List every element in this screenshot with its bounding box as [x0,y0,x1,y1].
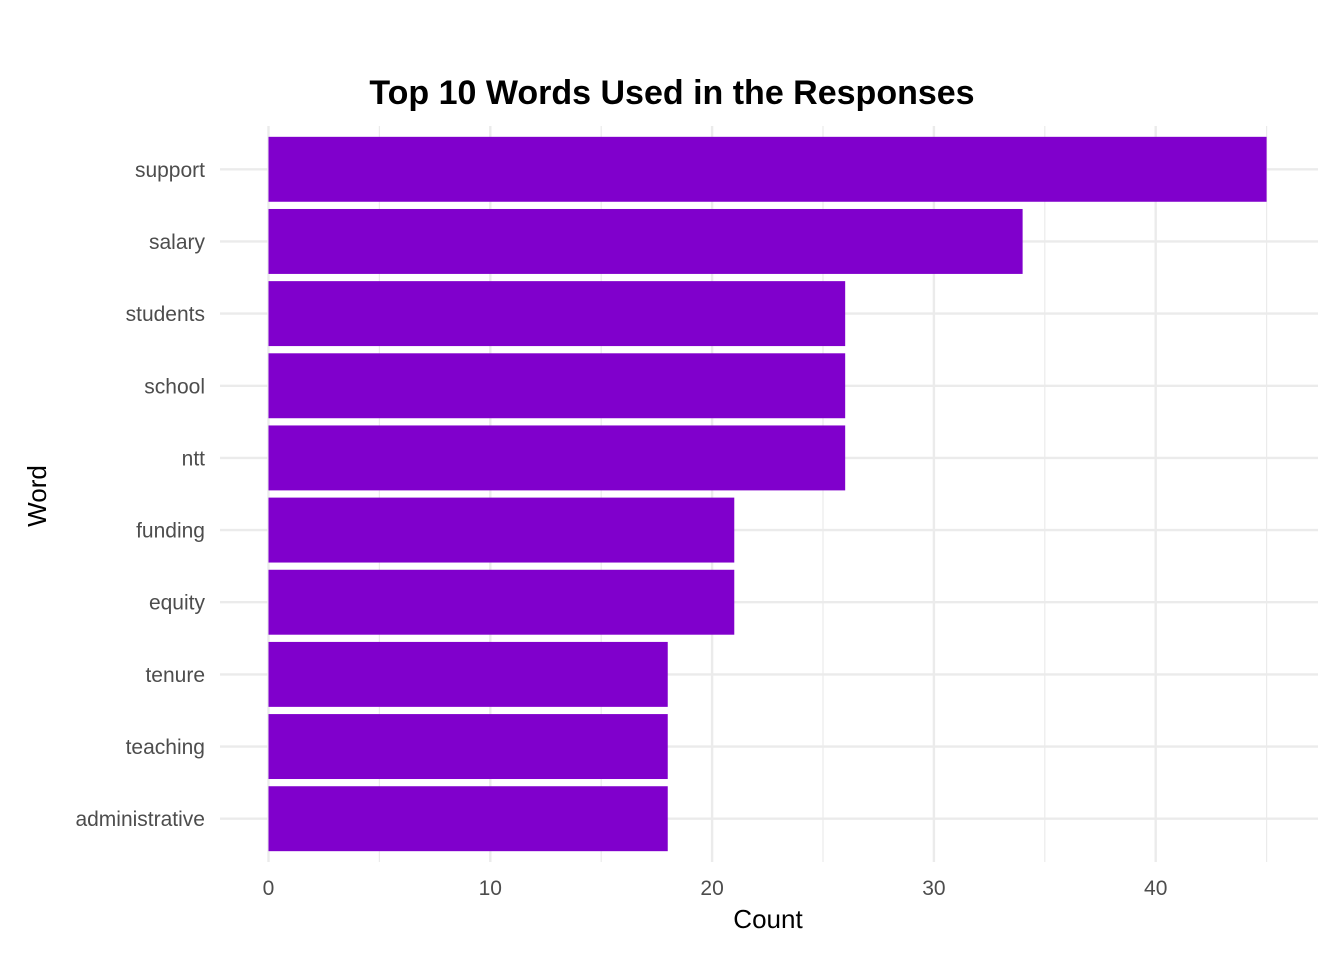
y-tick-label: school [144,375,205,398]
bar-salary [268,208,1023,274]
bar-tenure [268,641,668,707]
bar-teaching [268,714,668,780]
x-axis-title: Count [733,904,803,934]
x-tick-labels: 0 10 20 30 40 [263,877,1168,900]
y-tick-label: ntt [182,447,206,470]
bar-students [268,281,846,347]
y-tick-label: equity [149,592,206,615]
x-tick-label: 20 [700,877,723,900]
y-tick-label: funding [136,520,205,543]
x-tick-label: 30 [922,877,945,900]
bar-support [268,136,1267,202]
x-tick-label: 0 [263,877,275,900]
bar-school [268,353,846,419]
y-tick-label: tenure [145,664,205,687]
bar-administrative [268,786,668,852]
y-tick-label: support [135,159,205,182]
y-tick-label: teaching [126,736,205,759]
chart-title: Top 10 Words Used in the Responses [369,74,974,112]
y-tick-label: administrative [75,808,205,831]
bar-equity [268,569,735,635]
bars [268,136,1267,852]
x-tick-label: 10 [479,877,502,900]
x-tick-label: 40 [1144,877,1167,900]
bar-ntt [268,425,846,491]
bar-funding [268,497,735,563]
y-axis-title: Word [22,465,52,527]
y-tick-label: students [126,303,205,326]
y-tick-label: salary [149,231,206,254]
y-tick-labels: support salary students school ntt funding equ… [75,159,205,831]
